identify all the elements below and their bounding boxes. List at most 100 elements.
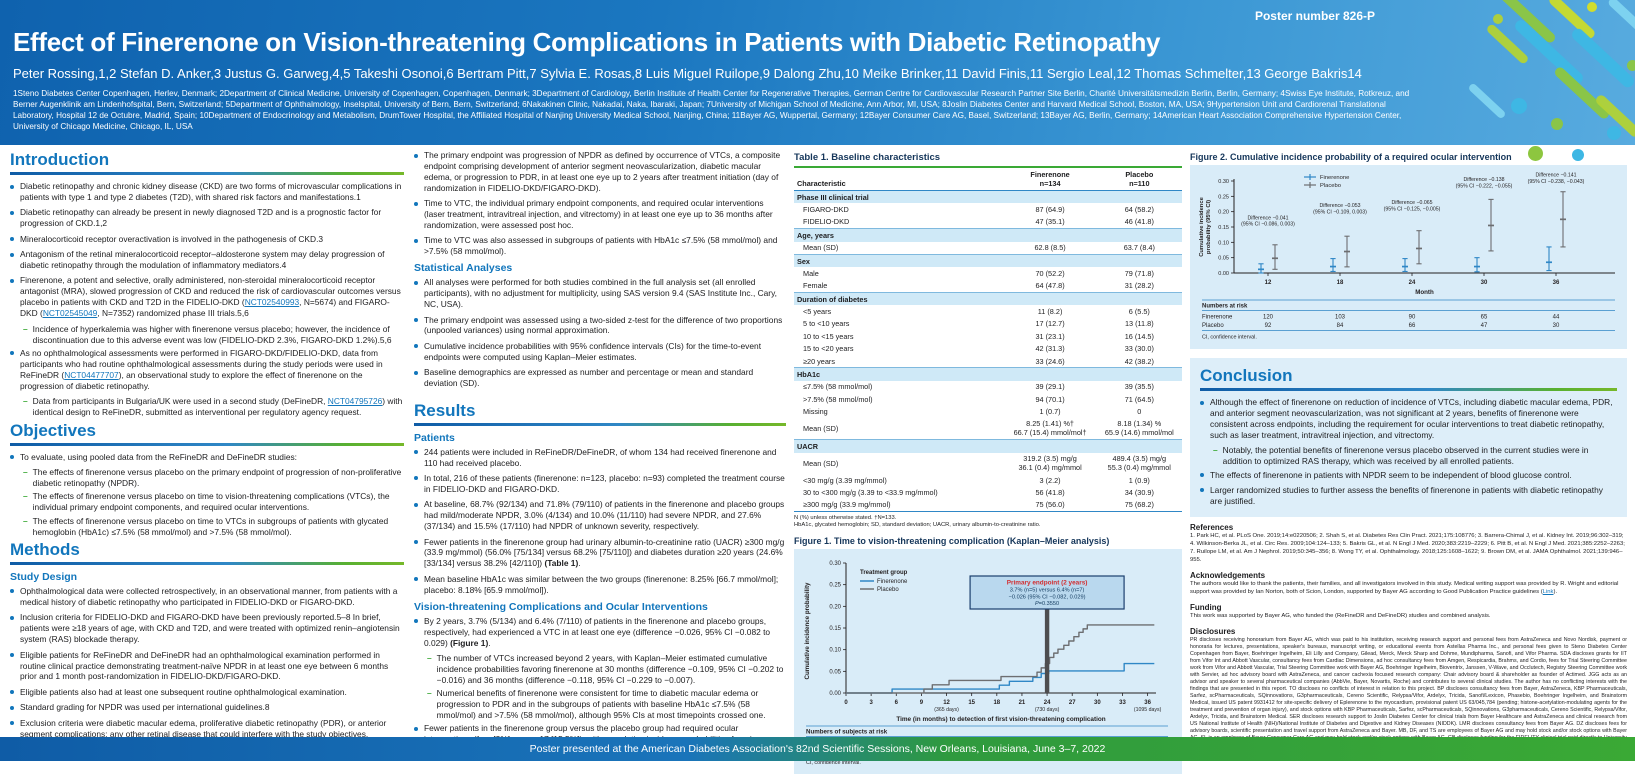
- link-nct02545049[interactable]: NCT02545049: [42, 308, 98, 319]
- bullet-text: The primary endpoint was progression of …: [424, 150, 781, 193]
- sub-bullet-item: – The effects of finerenone versus placeb…: [23, 491, 404, 513]
- table1-col-header: Characteristic: [794, 167, 1004, 191]
- svg-text:0.15: 0.15: [829, 626, 841, 632]
- sub-bullet-dash: –: [427, 652, 432, 663]
- table1-section-row: Phase III clinical trial: [794, 190, 1182, 204]
- acknowledgements-text: The authors would like to thank the pati…: [1190, 581, 1619, 596]
- sub-bullet-text: The effects of finerenone versus placebo…: [32, 515, 389, 537]
- svg-text:0.10: 0.10: [1218, 240, 1229, 246]
- bullet-dot: [10, 690, 14, 695]
- sub-bullet-text: The effects of finerenone versus placebo…: [32, 491, 390, 513]
- svg-text:18: 18: [1337, 280, 1344, 286]
- svg-text:CI, confidence interval.: CI, confidence interval.: [806, 760, 861, 766]
- bullet-dot: [414, 280, 418, 285]
- sub-bullet-text: Numerical benefits of finerenone were co…: [436, 688, 766, 721]
- svg-text:66: 66: [1409, 323, 1416, 329]
- table1-data-row: 10 to <15 years 31 (23.1) 16 (14.5): [803, 331, 1154, 341]
- figure1-title: Figure 1. Time to vision-threatening com…: [794, 536, 1110, 547]
- svg-text:0.30: 0.30: [1218, 179, 1229, 185]
- link-link[interactable]: Link: [1542, 589, 1554, 596]
- column-introduction: Introduction Diabetic retinopathy and ch…: [10, 150, 404, 744]
- sub-bullet-item: – Notably, the potential benefits of fine…: [1213, 445, 1617, 467]
- svg-text:Treatment group: Treatment group: [860, 570, 908, 576]
- poster-title: Effect of Finerenone on Vision-threateni…: [13, 27, 1161, 57]
- bullet-dot: [414, 540, 418, 545]
- bullet-item: The primary endpoint was assessed using …: [414, 315, 786, 337]
- sub-bullet-dash: –: [23, 515, 28, 526]
- table1-section-row: HbA1c: [794, 367, 1182, 381]
- art-dot: [1607, 126, 1621, 140]
- svg-text:44: 44: [1553, 315, 1560, 321]
- sub-bullet-text: Notably, the potential benefits of finer…: [1222, 445, 1589, 467]
- svg-text:(365 days): (365 days): [934, 707, 959, 713]
- svg-text:27: 27: [1069, 700, 1076, 706]
- bullet-item: To evaluate, using pooled data from the …: [10, 452, 404, 463]
- svg-text:probability (95% CI): probability (95% CI): [1206, 200, 1212, 254]
- svg-text:90: 90: [1409, 315, 1416, 321]
- funding-text: This work was supported by Bayer AG, who…: [1190, 613, 1491, 620]
- sub-bullet-item: – Numerical benefits of finerenone were c…: [427, 688, 786, 721]
- table1-data-row: Mean (SD) 319.2 (3.5) mg/g 36.1 (0.4) mg/…: [803, 454, 1171, 473]
- bullet-text: Finerenone, a potent and selective, oral…: [20, 275, 401, 319]
- svg-text:Difference −0.141: Difference −0.141: [1535, 172, 1576, 178]
- bullet-dot: [414, 476, 418, 481]
- bullet-dot: [10, 721, 14, 726]
- methods-bullets: Ophthalmological data were collected ret…: [10, 586, 404, 740]
- svg-text:−0.026 (95% CI −0.082, 0.029): −0.026 (95% CI −0.082, 0.029): [1009, 594, 1086, 600]
- section-heading-objectives: Objectives: [10, 420, 96, 440]
- bullet-item: Antagonism of the retinal mineralocortic…: [10, 249, 404, 271]
- table1-data-row: >7.5% (58 mmol/mol) 94 (70.1) 71 (64.5): [803, 394, 1154, 404]
- bullet-item: Standard grading for NPDR was used per i…: [10, 702, 404, 713]
- bullet-text: Diabetic retinopathy and chronic kidney …: [20, 181, 402, 202]
- svg-text:(95% CI −0.238, −0.043): (95% CI −0.238, −0.043): [1528, 179, 1585, 185]
- bullet-dot: [10, 252, 14, 257]
- bullet-item: Baseline demographics are expressed as n…: [414, 367, 786, 389]
- svg-text:3.7% (n=5) versus 6.4% (n=7): 3.7% (n=5) versus 6.4% (n=7): [1010, 588, 1085, 594]
- art-stripe: [1606, 0, 1635, 36]
- table1-footnotes: N (%) unless otherwise stated. †N=133. Hb…: [794, 514, 1041, 529]
- bullet-text: Baseline demographics are expressed as n…: [424, 367, 754, 389]
- table1-data-row: ≥300 mg/g (33.9 mg/mmol) 75 (56.0) 75 (68.…: [794, 498, 1182, 512]
- sub-bullet-text: The effects of finerenone versus placebo…: [32, 466, 402, 488]
- subheading-vtc: Vision-threatening Complications and Ocu…: [414, 600, 708, 613]
- bullet-dot: [10, 237, 14, 242]
- vtc-bullets: By 2 years, 3.7% (5/134) and 6.4% (7/110…: [414, 616, 786, 757]
- bullet-text: By 2 years, 3.7% (5/134) and 6.4% (7/110…: [424, 615, 771, 648]
- svg-text:Numbers at risk: Numbers at risk: [1202, 304, 1248, 310]
- svg-text:12: 12: [943, 700, 950, 706]
- bullet-item: In total, 216 of these patients (fineren…: [414, 473, 786, 495]
- svg-text:3: 3: [869, 700, 873, 706]
- bullet-item: Diabetic retinopathy and chronic kidney …: [10, 181, 404, 203]
- bullet-text: All analyses were performed for both stu…: [424, 277, 777, 310]
- bullet-text: Eligible patients also had at least one …: [20, 686, 347, 697]
- link-nct04477707[interactable]: NCT04477707: [64, 369, 119, 380]
- bullet-text: As no ophthalmological assessments were …: [20, 347, 383, 391]
- section-heading-introduction: Introduction: [10, 150, 110, 169]
- svg-text:0.20: 0.20: [829, 604, 841, 610]
- bullet-text: Although the effect of finerenone on red…: [1210, 397, 1613, 440]
- bullet-dot: [414, 502, 418, 507]
- svg-text:P=0.3550: P=0.3550: [1035, 601, 1059, 607]
- bullet-item: Eligible patients also had at least one …: [10, 687, 404, 698]
- column-figure2-conclusion: Figure 2. Cumulative incidence probabili…: [1190, 150, 1627, 763]
- sub-bullet-item: – The effects of finerenone versus placeb…: [23, 516, 404, 538]
- figure2-panel: 0.00 0.05 0.10 0.15 0.20 0.25 0.30 Cumulative i…: [1190, 165, 1627, 349]
- sub-bullet-dash: –: [23, 466, 28, 477]
- link-nct04795726[interactable]: NCT04795726: [327, 396, 383, 407]
- table1-data-row: Missing 1 (0.7) 0: [803, 407, 1142, 417]
- figure2-chart: 0.00 0.05 0.10 0.15 0.20 0.25 0.30 Cumulative i…: [1199, 172, 1615, 341]
- svg-text:Numbers of subjects at risk: Numbers of subjects at risk: [806, 729, 888, 736]
- heading-rule: [1200, 388, 1617, 391]
- bullet-item: As no ophthalmological assessments were …: [10, 348, 404, 392]
- svg-text:Cumulative incidence probabili: Cumulative incidence probability: [804, 582, 811, 680]
- figure2-title: Figure 2. Cumulative incidence probabili…: [1190, 152, 1512, 162]
- decorative-circle-green: [1528, 146, 1543, 161]
- svg-text:(1095 days): (1095 days): [1134, 707, 1162, 713]
- svg-text:21: 21: [1019, 700, 1026, 706]
- svg-text:30: 30: [1094, 700, 1101, 706]
- bullet-item: Ophthalmological data were collected ret…: [10, 586, 404, 608]
- bullet-item: Mean baseline HbA1c was similar between …: [414, 574, 786, 596]
- bullet-text: Fewer patients in the finerenone group h…: [424, 536, 785, 569]
- link-nct02540993[interactable]: NCT02540993: [244, 297, 300, 308]
- table1-title: Table 1. Baseline characteristics: [794, 152, 941, 163]
